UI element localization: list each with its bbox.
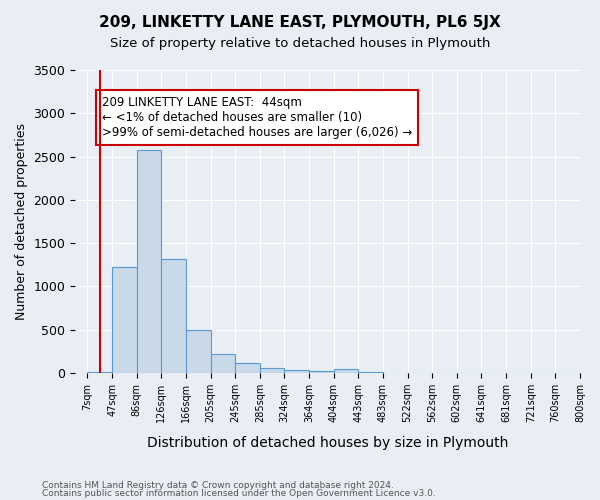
Bar <box>112 268 137 373</box>
X-axis label: Distribution of detached houses by size in Plymouth: Distribution of detached houses by size … <box>147 436 508 450</box>
Bar <box>235 362 260 373</box>
Bar <box>186 330 211 373</box>
Bar <box>284 370 309 373</box>
Text: Contains public sector information licensed under the Open Government Licence v3: Contains public sector information licen… <box>42 488 436 498</box>
Text: 209, LINKETTY LANE EAST, PLYMOUTH, PL6 5JX: 209, LINKETTY LANE EAST, PLYMOUTH, PL6 5… <box>99 15 501 30</box>
Bar <box>211 354 235 373</box>
Text: Contains HM Land Registry data © Crown copyright and database right 2024.: Contains HM Land Registry data © Crown c… <box>42 481 394 490</box>
Bar <box>334 370 358 373</box>
Bar <box>161 258 186 373</box>
Text: Size of property relative to detached houses in Plymouth: Size of property relative to detached ho… <box>110 38 490 51</box>
Bar <box>358 372 383 373</box>
Bar <box>137 150 161 373</box>
Bar <box>88 372 112 373</box>
Text: 209 LINKETTY LANE EAST:  44sqm
← <1% of detached houses are smaller (10)
>99% of: 209 LINKETTY LANE EAST: 44sqm ← <1% of d… <box>102 96 412 139</box>
Y-axis label: Number of detached properties: Number of detached properties <box>15 123 28 320</box>
Bar <box>309 371 334 373</box>
Bar <box>260 368 284 373</box>
